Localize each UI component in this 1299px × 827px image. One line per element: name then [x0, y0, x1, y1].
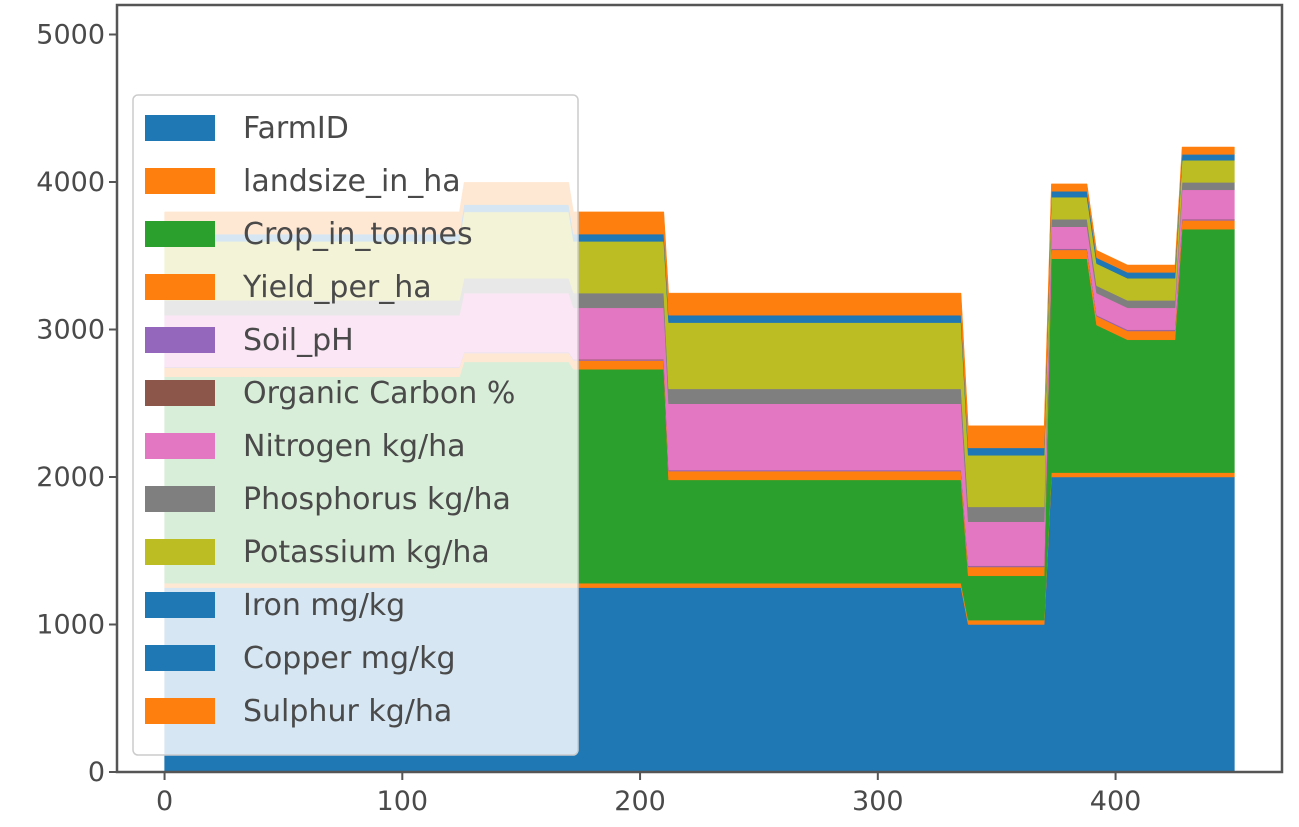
legend: FarmID landsize_in_ha Crop_in_tonnes Yield_… [132, 94, 579, 756]
legend-swatch-9 [145, 592, 215, 618]
legend-label-9: Iron mg/kg [243, 588, 405, 623]
legend-swatch-4 [145, 327, 215, 353]
legend-label-3: Yield_per_ha [242, 270, 432, 305]
legend-swatch-11 [145, 698, 215, 724]
x-tick-label: 200 [614, 786, 666, 817]
y-tick-label: 1000 [36, 610, 105, 641]
y-tick-label: 5000 [36, 20, 105, 51]
legend-swatch-8 [145, 539, 215, 565]
legend-label-4: Soil_pH [243, 323, 354, 358]
legend-swatch-5 [145, 380, 215, 406]
legend-swatch-1 [145, 168, 215, 194]
legend-label-11: Sulphur kg/ha [243, 694, 452, 729]
x-tick-label: 400 [1090, 786, 1142, 817]
y-tick-label: 3000 [36, 315, 105, 346]
legend-label-8: Potassium kg/ha [243, 535, 490, 570]
legend-label-1: landsize_in_ha [243, 164, 461, 199]
legend-swatch-6 [145, 433, 215, 459]
x-tick-label: 300 [852, 786, 904, 817]
legend-label-7: Phosphorus kg/ha [243, 482, 511, 517]
plot-frame [115, 3, 1284, 774]
legend-swatch-2 [145, 221, 215, 247]
legend-label-5: Organic Carbon % [243, 376, 515, 411]
axes-layer: 0 1000 2000 3000 4000 5000 0 100 200 300 400 [36, 3, 1284, 817]
x-tick-label: 100 [377, 786, 429, 817]
y-tick-label: 4000 [36, 167, 105, 198]
legend-label-6: Nitrogen kg/ha [243, 429, 466, 464]
legend-label-0: FarmID [243, 111, 349, 146]
legend-swatch-7 [145, 486, 215, 512]
legend-box [132, 94, 579, 756]
y-tick-label: 2000 [36, 462, 105, 493]
legend-swatch-10 [145, 645, 215, 671]
legend-swatch-3 [145, 274, 215, 300]
x-tick-label: 0 [156, 786, 173, 817]
legend-label-2: Crop_in_tonnes [243, 217, 473, 252]
legend-swatch-0 [145, 115, 215, 141]
legend-label-10: Copper mg/kg [243, 641, 456, 676]
y-tick-label: 0 [88, 757, 105, 788]
